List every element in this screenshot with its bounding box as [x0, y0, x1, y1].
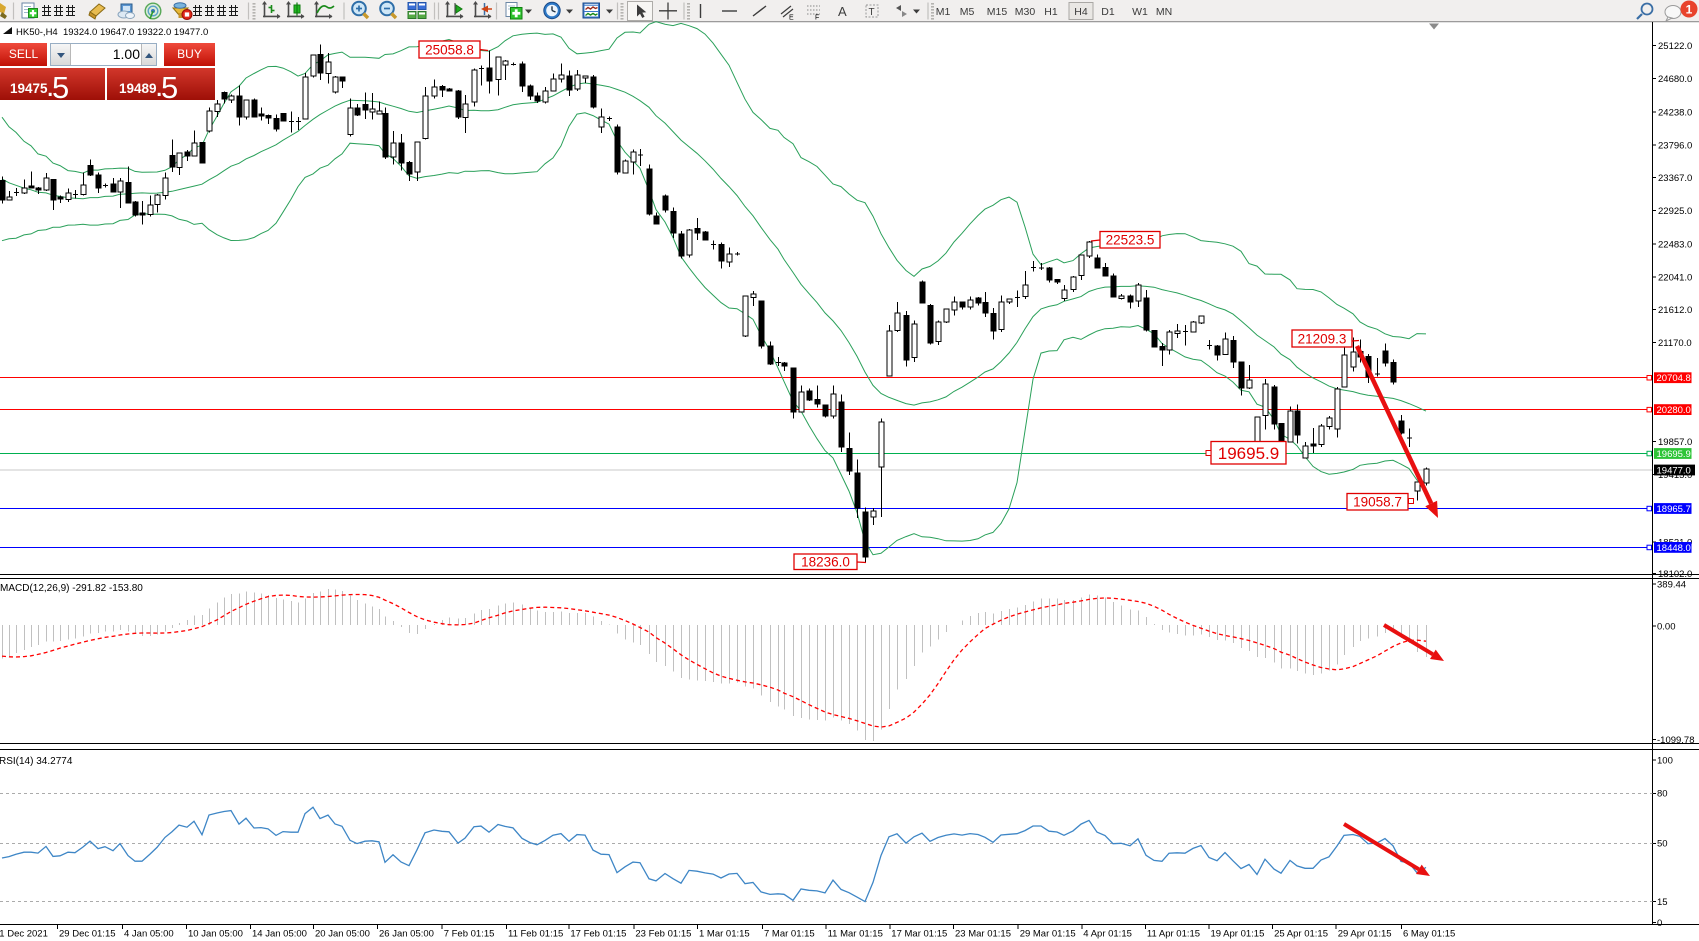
svg-text:7 Feb 01:15: 7 Feb 01:15: [444, 929, 495, 940]
svg-text:19058.7: 19058.7: [1353, 495, 1402, 510]
svg-text:-1099.78: -1099.78: [1657, 735, 1695, 746]
svg-text:0.00: 0.00: [1657, 621, 1676, 632]
svg-text:21170.0: 21170.0: [1658, 338, 1692, 349]
svg-text:A: A: [838, 4, 847, 19]
svg-text:6 May 01:15: 6 May 01:15: [1403, 929, 1455, 940]
svg-text:29 Apr 01:15: 29 Apr 01:15: [1338, 929, 1392, 940]
svg-text:29 Dec 01:15: 29 Dec 01:15: [59, 929, 116, 940]
svg-text:26 Jan 05:00: 26 Jan 05:00: [379, 929, 434, 940]
svg-text:W1: W1: [1132, 6, 1148, 18]
svg-text:100: 100: [1657, 755, 1673, 766]
svg-text:24238.0: 24238.0: [1658, 107, 1692, 118]
svg-text:MN: MN: [1156, 6, 1172, 18]
svg-text:20 Jan 05:00: 20 Jan 05:00: [315, 929, 370, 940]
svg-text:25122.0: 25122.0: [1658, 41, 1692, 52]
svg-text:19477.0: 19477.0: [1657, 465, 1691, 476]
svg-text:18448.0: 18448.0: [1657, 543, 1691, 554]
svg-text:MACD(12,26,9) -291.82 -153.80: MACD(12,26,9) -291.82 -153.80: [0, 583, 143, 594]
svg-text:19695.9: 19695.9: [1657, 449, 1691, 460]
svg-text:29 Mar 01:15: 29 Mar 01:15: [1020, 929, 1076, 940]
svg-text:22925.0: 22925.0: [1658, 206, 1692, 217]
svg-text:24680.0: 24680.0: [1658, 74, 1692, 85]
svg-text:4 Jan 05:00: 4 Jan 05:00: [124, 929, 174, 940]
svg-text:0: 0: [1657, 918, 1662, 929]
svg-text:18965.7: 18965.7: [1657, 504, 1691, 515]
svg-text:19 Apr 01:15: 19 Apr 01:15: [1211, 929, 1265, 940]
svg-text:11 Feb 01:15: 11 Feb 01:15: [508, 929, 563, 940]
svg-text:RSI(14) 34.2774: RSI(14) 34.2774: [0, 756, 73, 767]
svg-text:1: 1: [1686, 3, 1693, 17]
svg-text:1 Mar 01:15: 1 Mar 01:15: [699, 929, 750, 940]
svg-text:M30: M30: [1015, 6, 1036, 18]
svg-text:22041.0: 22041.0: [1658, 273, 1692, 284]
svg-text:19695.9: 19695.9: [1218, 444, 1279, 463]
svg-text:11 Mar 01:15: 11 Mar 01:15: [828, 929, 883, 940]
svg-text:50: 50: [1657, 839, 1668, 850]
svg-text:22483.0: 22483.0: [1658, 239, 1692, 250]
svg-text:80: 80: [1657, 789, 1668, 800]
svg-text:HK50-,H4 19324.0 19647.0 1932: HK50-,H4 19324.0 19647.0 19322.0 19477.0: [16, 27, 208, 38]
svg-text:19857.0: 19857.0: [1658, 437, 1692, 448]
svg-text:4 Apr 01:15: 4 Apr 01:15: [1083, 929, 1132, 940]
svg-text:7 Mar 01:15: 7 Mar 01:15: [764, 929, 815, 940]
svg-text:17 Feb 01:15: 17 Feb 01:15: [570, 929, 626, 940]
svg-text:10 Jan 05:00: 10 Jan 05:00: [188, 929, 243, 940]
svg-text:20280.0: 20280.0: [1657, 405, 1691, 416]
svg-text:M5: M5: [960, 6, 975, 18]
svg-text:H4: H4: [1074, 6, 1088, 18]
svg-text:E: E: [789, 15, 794, 22]
svg-text:H1: H1: [1044, 6, 1058, 18]
svg-text:11 Apr 01:15: 11 Apr 01:15: [1147, 929, 1200, 940]
svg-text:18236.0: 18236.0: [801, 555, 850, 570]
svg-text:389.44: 389.44: [1657, 579, 1686, 590]
svg-text:21612.0: 21612.0: [1658, 305, 1692, 316]
svg-text:23 Feb 01:15: 23 Feb 01:15: [635, 929, 691, 940]
svg-text:23796.0: 23796.0: [1658, 141, 1692, 152]
svg-text:19415.0: 19415.0: [1658, 470, 1692, 481]
svg-text:21209.3: 21209.3: [1298, 331, 1347, 346]
svg-text:D1: D1: [1101, 6, 1115, 18]
svg-text:25 Apr 01:15: 25 Apr 01:15: [1274, 929, 1328, 940]
svg-text:20704.8: 20704.8: [1657, 373, 1691, 384]
svg-text:18102.0: 18102.0: [1658, 569, 1692, 580]
svg-text:M1: M1: [936, 6, 951, 18]
svg-text:23 Mar 01:15: 23 Mar 01:15: [955, 929, 1011, 940]
svg-text:21 Dec 2021: 21 Dec 2021: [0, 929, 48, 940]
svg-text:14 Jan 05:00: 14 Jan 05:00: [252, 929, 307, 940]
svg-text:T: T: [869, 7, 875, 18]
svg-text:23367.0: 23367.0: [1658, 173, 1692, 184]
svg-text:F: F: [815, 15, 819, 22]
svg-text:15: 15: [1657, 897, 1668, 908]
svg-text:M15: M15: [987, 6, 1008, 18]
svg-text:22523.5: 22523.5: [1106, 233, 1155, 248]
svg-text:25058.8: 25058.8: [425, 42, 474, 57]
svg-text:17 Mar 01:15: 17 Mar 01:15: [891, 929, 947, 940]
